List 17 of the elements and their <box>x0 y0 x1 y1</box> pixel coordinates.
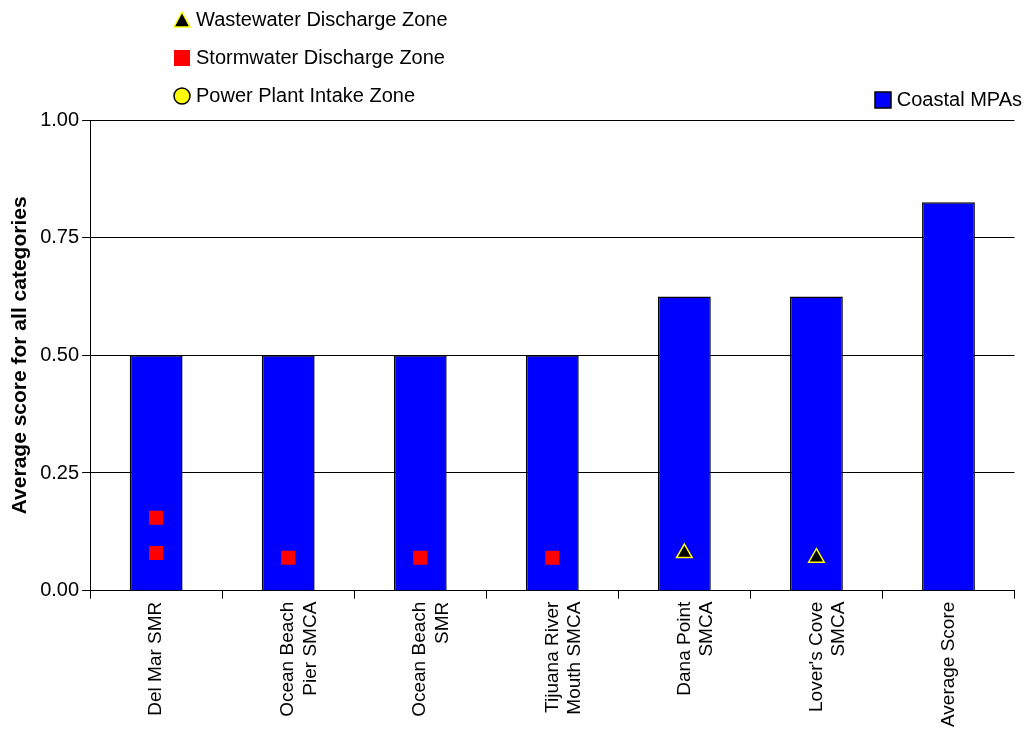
y-axis-title: Average score for all categories <box>7 196 31 515</box>
x-tick-label: Lover's Cove SMCA <box>804 601 849 712</box>
x-tick-label: Average Score <box>936 601 958 728</box>
x-tick-label: Tijuana River Mouth SMCA <box>540 601 585 715</box>
x-tick-label: Ocean Beach SMR <box>408 601 453 717</box>
legend-label: Wastewater Discharge Zone <box>196 8 448 31</box>
y-tick-label: 1.00 <box>40 107 80 130</box>
y-tick-label: 0.00 <box>40 578 80 601</box>
y-tick-label: 0.25 <box>40 460 80 483</box>
y-tick-label: 0.50 <box>40 342 80 365</box>
legend-label: Stormwater Discharge Zone <box>196 46 445 69</box>
x-tick-label: Ocean Beach Pier SMCA <box>276 601 321 717</box>
x-tick-label: Dana Point SMCA <box>672 600 717 696</box>
x-tick-label: Del Mar SMR <box>144 601 166 716</box>
legend-label: Coastal MPAs <box>896 88 1022 111</box>
y-tick-label: 0.75 <box>40 225 80 248</box>
legend-label: Power Plant Intake Zone <box>196 84 416 107</box>
